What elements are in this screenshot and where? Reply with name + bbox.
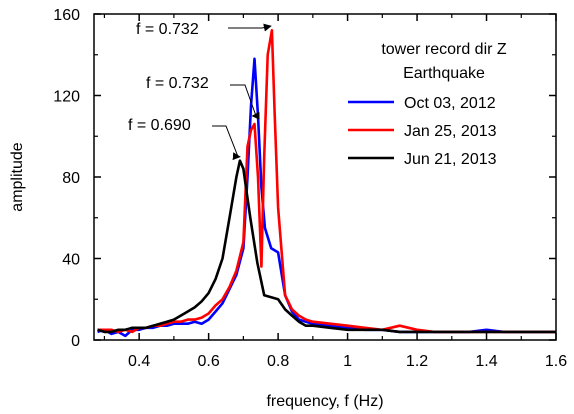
legend-header-line-1: tower record dir Z bbox=[381, 41, 507, 58]
x-axis-label: frequency, f (Hz) bbox=[266, 393, 383, 410]
peak-annotation-arrow bbox=[230, 84, 260, 120]
legend-label-2: Jan 25, 2013 bbox=[404, 123, 497, 140]
x-tick-label: 1.4 bbox=[475, 353, 497, 370]
legend: tower record dir Z Earthquake Oct 03, 20… bbox=[348, 41, 507, 168]
series-line-3 bbox=[97, 159, 556, 334]
peak-annotation-arrow bbox=[212, 125, 241, 161]
x-tick-label: 1 bbox=[343, 353, 352, 370]
x-tick-label: 0.6 bbox=[198, 353, 220, 370]
x-tick-label: 0.8 bbox=[267, 353, 289, 370]
legend-label-1: Oct 03, 2012 bbox=[404, 95, 496, 112]
legend-entries: Oct 03, 2012 Jan 25, 2013 Jun 21, 2013 bbox=[348, 95, 497, 168]
peak-annotation-arrow bbox=[228, 23, 272, 32]
peak-annotations: f = 0.732 f = 0.732 f = 0.690 bbox=[128, 21, 272, 161]
y-tick-label: 120 bbox=[53, 89, 80, 106]
series-layer bbox=[97, 28, 556, 338]
y-axis-label: amplitude bbox=[9, 142, 26, 211]
y-tick-label: 40 bbox=[62, 252, 80, 269]
x-tick-label: 0.4 bbox=[128, 353, 150, 370]
legend-label-3: Jun 21, 2013 bbox=[404, 151, 497, 168]
legend-header-line-2: Earthquake bbox=[403, 65, 485, 82]
x-tick-label: 1.2 bbox=[406, 353, 428, 370]
y-tick-label: 0 bbox=[71, 333, 80, 350]
peak-annotation-label: f = 0.732 bbox=[146, 75, 209, 92]
axis-ticks: 0.4 0.6 0.8 1 1.2 1.4 1.6 0 40 80 120 160 bbox=[53, 7, 567, 370]
x-tick-label: 1.6 bbox=[545, 353, 567, 370]
y-tick-label: 80 bbox=[62, 170, 80, 187]
peak-annotation-label: f = 0.732 bbox=[136, 21, 199, 38]
y-tick-label: 160 bbox=[53, 7, 80, 24]
plot-frame bbox=[93, 13, 557, 341]
peak-annotation-label: f = 0.690 bbox=[128, 117, 191, 134]
